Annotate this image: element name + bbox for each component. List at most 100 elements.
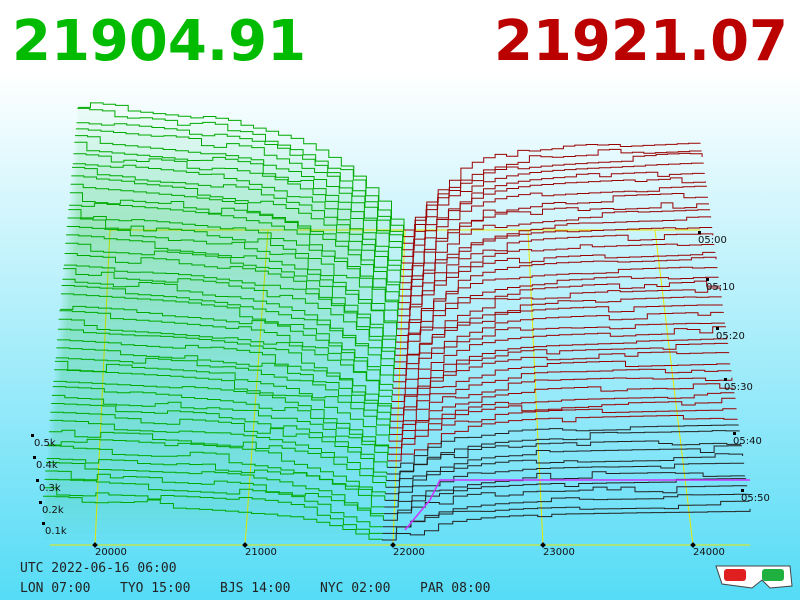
ask-price: 21921.07 [494, 9, 788, 74]
bid-line [69, 202, 399, 310]
tick-marker [36, 479, 39, 482]
ask-line [398, 227, 713, 304]
ask-line [391, 351, 730, 409]
clock-label: TYO 15:00 [120, 581, 190, 596]
time-label: 05:40 [733, 436, 762, 447]
clock-label: PAR 08:00 [420, 581, 490, 596]
floor-line [244, 229, 269, 546]
ask-line [392, 336, 728, 396]
ask-line [394, 296, 722, 363]
bid-line [57, 328, 392, 409]
bid-line [70, 183, 400, 296]
bid-line [54, 360, 390, 435]
ask-line [402, 162, 704, 251]
tick-marker [39, 501, 42, 504]
ask-line [399, 209, 711, 290]
ask-line [402, 171, 705, 257]
bid-line [64, 253, 397, 349]
bid-price: 21904.91 [12, 9, 306, 74]
ask-line [395, 280, 720, 350]
bid-line [75, 135, 403, 257]
bid-line [74, 141, 403, 263]
ask-line [404, 142, 701, 231]
tick-marker [706, 278, 709, 281]
depth-label: 0.3k [39, 483, 61, 494]
tick-marker [716, 327, 719, 330]
bid-line [68, 209, 399, 316]
tick-marker [690, 542, 696, 548]
ask-line [392, 326, 726, 389]
tick-marker [724, 378, 727, 381]
bid-line [43, 495, 383, 540]
ask-line [398, 233, 714, 310]
depth-label: 0.1k [45, 526, 67, 537]
last-ask-line [404, 479, 750, 531]
ask-line [389, 392, 735, 442]
bid-line [46, 462, 384, 515]
floor-line [527, 229, 544, 546]
bid-line [57, 339, 392, 415]
bid-line [65, 242, 397, 343]
ask-line [386, 440, 741, 482]
bid-line [63, 264, 396, 356]
ask-line [397, 251, 716, 323]
bid-line [63, 268, 396, 362]
tick-marker [33, 456, 36, 459]
bid-line [77, 107, 404, 237]
price-label: 24000 [693, 547, 725, 558]
bid-line [59, 310, 393, 395]
ask-line [403, 152, 703, 244]
bid-line [54, 369, 390, 442]
ask-line [397, 243, 715, 317]
bid-line [67, 217, 398, 323]
utc-time: UTC 2022-06-16 06:00 [20, 561, 177, 576]
ask-line [393, 322, 725, 383]
bid-line [49, 419, 387, 481]
bid-line [58, 318, 393, 402]
bid-line [46, 458, 385, 508]
time-label: 05:20 [716, 331, 745, 342]
bid-line [52, 386, 389, 455]
ask-line [385, 445, 742, 488]
axis-labels: 20000 21000 22000 23000 24000 0.5k 0.4k 0.3k 0.2… [20, 231, 770, 596]
price-label: 20000 [95, 547, 127, 558]
ask-line [395, 287, 721, 356]
ask-line [382, 500, 750, 534]
price-label: 22000 [393, 547, 425, 558]
clock-label: LON 07:00 [20, 581, 90, 596]
ask-line [397, 256, 717, 330]
floor-line [654, 229, 694, 546]
ask-line [396, 266, 718, 336]
depth-lines [43, 102, 751, 541]
ask-line [403, 148, 702, 238]
bid-line [69, 192, 400, 303]
clock-label: NYC 02:00 [320, 581, 390, 596]
ask-line [393, 311, 724, 376]
ask-line [388, 397, 736, 449]
ask-line [390, 360, 731, 416]
price-label: 23000 [543, 547, 575, 558]
bid-line [53, 380, 390, 448]
bid-line [73, 153, 402, 270]
bid-line [60, 305, 394, 389]
ask-line [400, 202, 709, 284]
ask-line [401, 185, 707, 271]
bid-line [51, 403, 388, 468]
ask-line [390, 368, 732, 422]
bid-line [51, 394, 389, 461]
tick-marker [390, 542, 396, 548]
bid-line [49, 429, 387, 488]
bid-line [60, 293, 394, 382]
depth-label: 0.2k [42, 505, 64, 516]
ask-line [400, 193, 708, 277]
glasses-icon [715, 565, 793, 589]
tick-marker [42, 522, 45, 525]
clock-label: BJS 14:00 [220, 581, 290, 596]
bid-line [48, 438, 386, 494]
time-label: 05:00 [698, 235, 727, 246]
tick-marker [31, 434, 34, 437]
tick-marker [698, 231, 701, 234]
ask-line [382, 493, 749, 528]
ask-line [382, 508, 751, 541]
